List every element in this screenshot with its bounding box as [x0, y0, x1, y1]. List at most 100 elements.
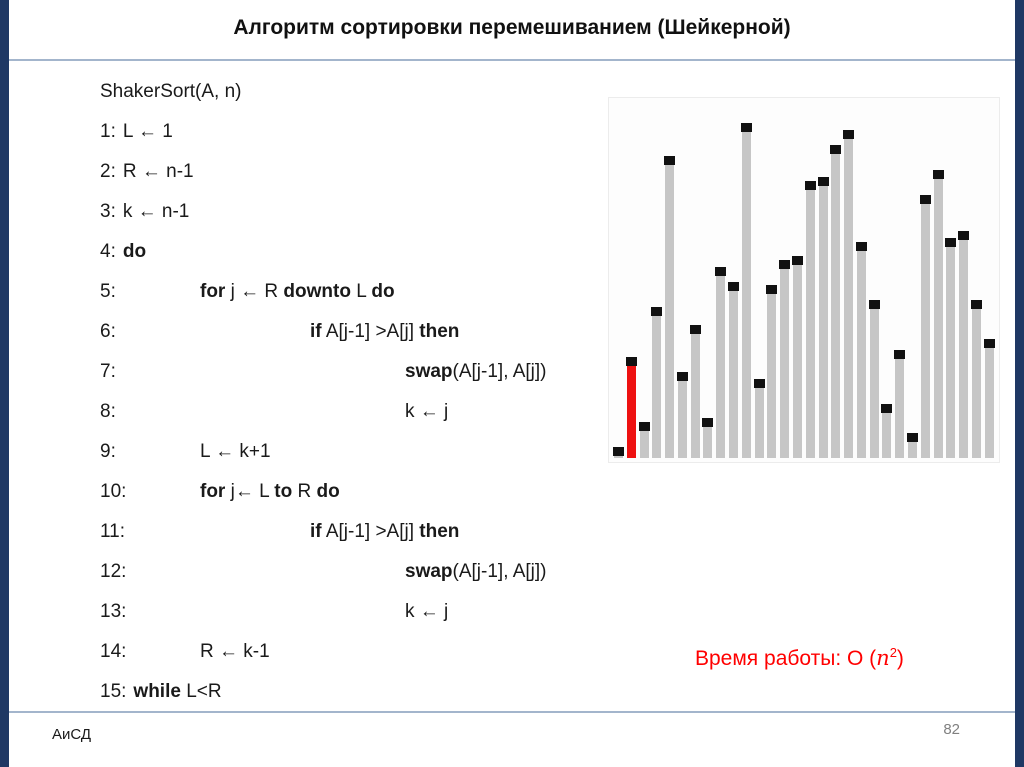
line-number: 13:	[100, 601, 127, 622]
code-text: if A[j-1] >A[j] then	[310, 521, 460, 542]
bar	[702, 418, 714, 458]
bar	[817, 177, 829, 458]
code-text: do	[122, 241, 147, 262]
line-number: 8:	[100, 401, 116, 422]
code-line: 11: if A[j-1] >A[j] then	[100, 512, 620, 552]
bar-marker-icon	[664, 155, 676, 165]
code-line: 5: for j ← R downto L do	[100, 272, 620, 312]
code-text: R ← k-1	[200, 641, 270, 662]
code-line: 12: swap(A[j-1], A[j])	[100, 552, 620, 592]
bar	[689, 324, 701, 458]
bar-marker-icon	[676, 371, 688, 381]
bar-marker-icon	[791, 256, 803, 266]
bar-marker-icon	[970, 299, 982, 309]
bar	[881, 404, 893, 458]
code-line: 6: if A[j-1] >A[j] then	[100, 312, 620, 352]
bar-marker-icon	[958, 231, 970, 241]
bar	[830, 144, 842, 458]
line-number: 3:	[100, 201, 116, 222]
code-line: 4: do	[100, 232, 620, 272]
bar	[970, 299, 982, 458]
bar	[676, 371, 688, 458]
code-text: L ← k+1	[200, 441, 271, 462]
bar-marker-icon	[766, 285, 778, 295]
code-text: k ← n-1	[122, 201, 190, 222]
code-text: for j ← R downto L do	[200, 281, 395, 302]
bar	[868, 299, 880, 458]
line-number: 4:	[100, 241, 116, 262]
bar-marker-icon	[983, 339, 995, 349]
pseudocode: ShakerSort(A, n) 1: L ← 1 2: R ← n-1 3: k ← n-…	[100, 72, 620, 712]
page-number: 82	[943, 721, 960, 738]
bar	[766, 285, 778, 458]
bar	[906, 432, 918, 458]
bar-marker-icon	[843, 130, 855, 140]
code-text: for j← L to R do	[200, 481, 340, 502]
bar-marker-icon	[689, 324, 701, 334]
bar	[804, 180, 816, 458]
bar-marker-icon	[830, 144, 842, 154]
code-text: swap(A[j-1], A[j])	[405, 561, 547, 582]
bar-marker-icon	[804, 180, 816, 190]
bar	[638, 422, 650, 458]
runtime-exponent: 2	[889, 645, 897, 660]
bar-marker-icon	[855, 242, 867, 251]
line-number: 11:	[100, 521, 126, 542]
code-text: while L<R	[133, 681, 222, 702]
line-number: 15:	[100, 681, 127, 702]
bar	[715, 267, 727, 458]
code-text: ShakerSort(A, n)	[100, 81, 242, 102]
line-number: 5:	[100, 281, 116, 302]
bar-marker-icon	[817, 177, 829, 187]
line-number: 1:	[100, 121, 116, 142]
bar-marker-icon	[740, 123, 752, 133]
sort-visualization	[608, 97, 1000, 463]
bar-marker-icon	[906, 432, 918, 442]
code-text: swap(A[j-1], A[j])	[405, 361, 547, 382]
page-title: Алгоритм сортировки перемешиванием (Шейк…	[233, 16, 791, 39]
code-line: 15: while L<R	[100, 672, 620, 712]
code-line: 14: R ← k-1	[100, 632, 620, 672]
runtime-variable: n	[876, 646, 890, 670]
runtime-prefix: Время работы: O (	[695, 647, 877, 670]
code-line: 3: k ← n-1	[100, 192, 620, 232]
active-bar	[625, 357, 637, 458]
bar	[753, 378, 765, 458]
bar	[843, 130, 855, 458]
bar-marker-icon	[638, 422, 650, 431]
code-text: R ← n-1	[122, 161, 194, 182]
bar-marker-icon	[702, 418, 714, 428]
code-line: 2: R ← n-1	[100, 152, 620, 192]
bar	[945, 238, 957, 458]
code-line: 7: swap(A[j-1], A[j])	[100, 352, 620, 392]
bar	[958, 231, 970, 458]
code-line: 1: L ← 1	[100, 112, 620, 152]
code-line: 8: k ← j	[100, 392, 620, 432]
bar-marker-icon	[919, 195, 931, 205]
code-text: L ← 1	[122, 121, 173, 142]
line-number: 9:	[100, 441, 116, 462]
footer-course-label: АиСД	[52, 726, 92, 743]
code-text: k ← j	[405, 601, 449, 622]
bar-marker-icon	[715, 267, 727, 277]
runtime-suffix: )	[896, 647, 904, 670]
line-number: 7:	[100, 361, 116, 382]
code-text: k ← j	[405, 401, 449, 422]
line-number: 10:	[100, 481, 127, 502]
bar-marker-icon	[753, 378, 765, 388]
bar	[664, 155, 676, 458]
bar-marker-icon	[625, 357, 637, 367]
bar	[791, 256, 803, 458]
code-line: 13: k ← j	[100, 592, 620, 632]
bar	[779, 260, 791, 458]
bar-marker-icon	[945, 238, 957, 248]
code-text: if A[j-1] >A[j] then	[310, 321, 460, 342]
line-number: 6:	[100, 321, 116, 342]
runtime-complexity-label: Время работы: O (n2)	[695, 645, 904, 671]
bar-marker-icon	[932, 170, 944, 179]
bar-marker-icon	[894, 350, 906, 359]
bar	[894, 350, 906, 458]
bar-marker-icon	[779, 260, 791, 269]
bar	[932, 170, 944, 458]
bar	[855, 242, 867, 458]
